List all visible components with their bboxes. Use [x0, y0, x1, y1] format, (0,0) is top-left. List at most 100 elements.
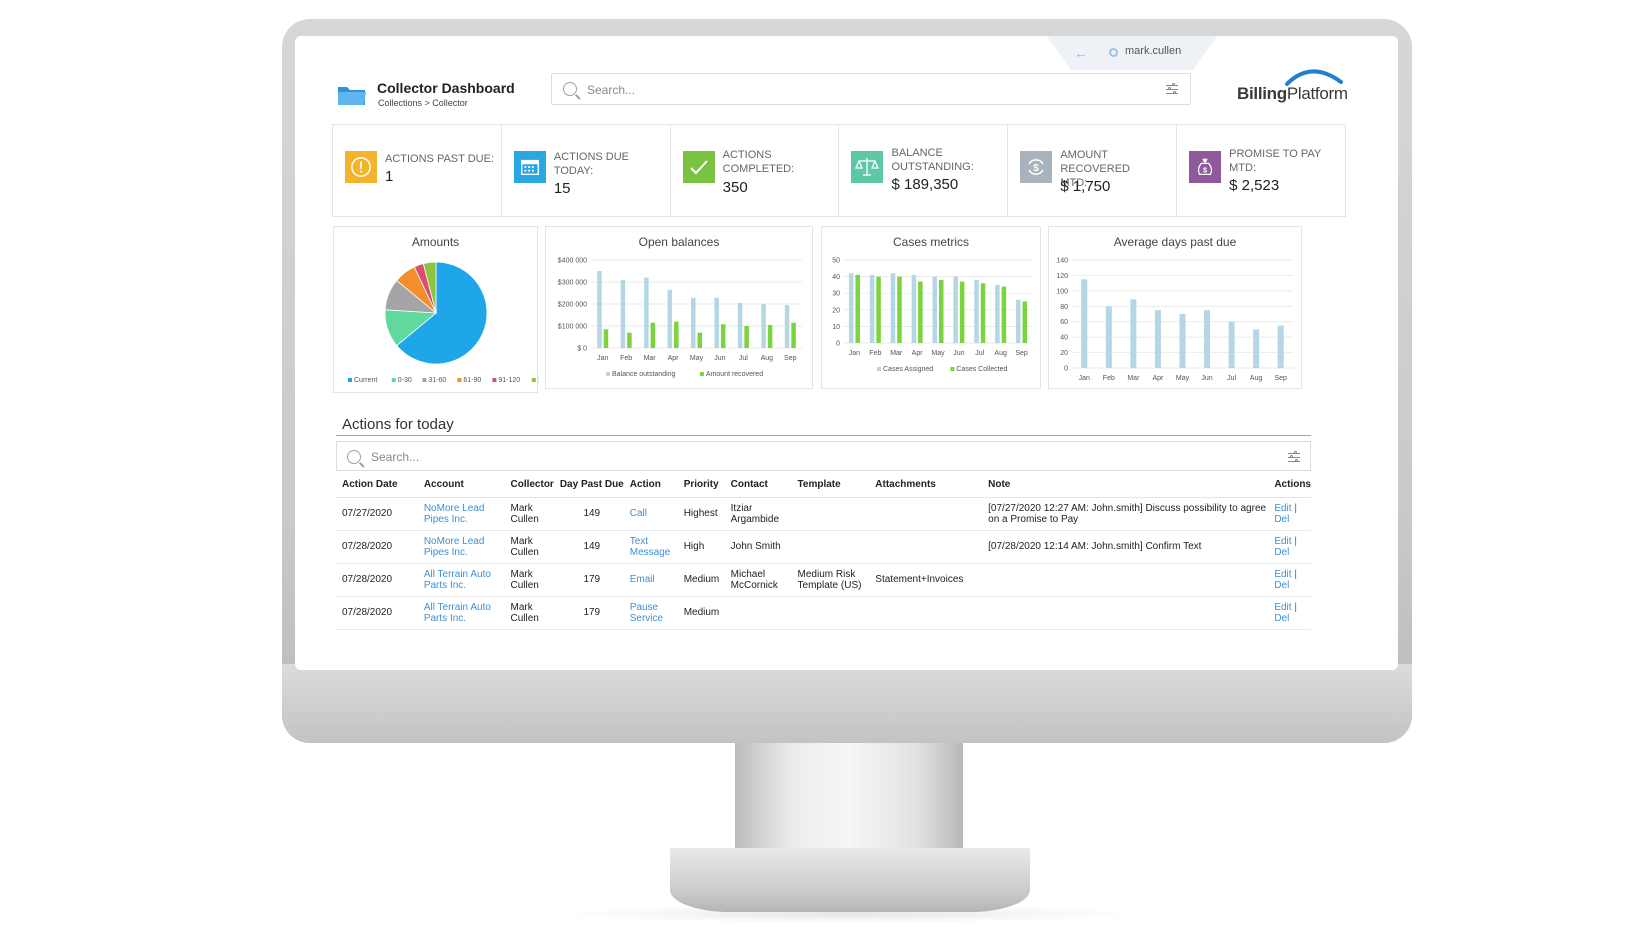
cell-contact: John Smith [724, 530, 792, 564]
action-link[interactable]: Pause Service [623, 596, 678, 630]
bar [855, 274, 860, 343]
legend-swatch [422, 378, 427, 382]
breadcrumb[interactable]: Collections > Collector [378, 98, 468, 108]
column-header[interactable]: Attachments [869, 473, 983, 498]
cell-action-date: 07/28/2020 [336, 530, 418, 564]
pie-slice [422, 261, 437, 314]
y-tick-label: 30 [832, 291, 840, 298]
edit-link[interactable]: Edit [1274, 535, 1292, 547]
monitor-chin [282, 664, 1412, 743]
x-tick-label: Jun [714, 355, 725, 362]
table-header-row: Action Date Account Collector Day Past D… [336, 473, 1311, 498]
table-row[interactable]: 07/27/2020 NoMore Lead Pipes Inc. Mark C… [336, 497, 1311, 531]
kpi-value: 1 [385, 168, 394, 185]
bar [674, 321, 679, 348]
search-icon [347, 450, 361, 464]
kpi-strip: ACTIONS PAST DUE: 1 ACTIONS DUE TODAY: 1… [332, 124, 1346, 217]
kpi-amount-recovered[interactable]: $ AMOUNT RECOVERED MTD: $ 1,750 [1008, 125, 1178, 216]
account-link[interactable]: All Terrain Auto Parts Inc. [417, 563, 505, 597]
kpi-actions-past-due[interactable]: ACTIONS PAST DUE: 1 [333, 125, 502, 216]
cell-template [791, 596, 870, 630]
delete-link[interactable]: Del [1274, 579, 1290, 591]
kpi-actions-completed[interactable]: ACTIONS COMPLETED: 350 [671, 125, 840, 216]
filter-settings-icon[interactable] [1166, 83, 1178, 95]
actions-search-input[interactable]: Search... [336, 441, 1311, 471]
kpi-balance-outstanding[interactable]: BALANCE OUTSTANDING: $ 189,350 [839, 125, 1009, 216]
action-link[interactable]: Email [623, 563, 678, 597]
action-link[interactable]: Call [623, 497, 678, 531]
edit-link[interactable]: Edit [1274, 502, 1292, 514]
x-tick-label: Jan [849, 350, 860, 357]
bar [876, 276, 881, 343]
column-header[interactable]: Collector [504, 473, 554, 498]
kpi-actions-due-today[interactable]: ACTIONS DUE TODAY: 15 [502, 125, 671, 216]
x-tick-label: Aug [1250, 375, 1263, 382]
column-header[interactable]: Note [982, 473, 1269, 498]
legend-label: Cases Collected [956, 366, 1007, 373]
table-row[interactable]: 07/28/2020 All Terrain Auto Parts Inc. M… [336, 596, 1311, 630]
bar [1179, 314, 1186, 368]
column-header[interactable]: Day Past Due [553, 473, 624, 498]
logo-arc-icon [1285, 69, 1343, 86]
column-header[interactable]: Template [791, 473, 870, 498]
bar [603, 329, 609, 348]
cell-contact [724, 596, 792, 630]
cell-note: [07/28/2020 12:14 AM: John.smith] Confir… [982, 530, 1269, 564]
column-header[interactable]: Account [417, 473, 505, 498]
cell-attachments [869, 497, 983, 531]
cell-priority: High [677, 530, 725, 564]
legend-label: 31-60 [428, 377, 446, 384]
cell-priority: Medium [677, 596, 725, 630]
kpi-label: ACTIONS PAST DUE: [385, 153, 495, 165]
cell-action-date: 07/28/2020 [336, 563, 418, 597]
bar [1022, 301, 1028, 343]
column-header[interactable]: Action [623, 473, 678, 498]
cell-template [791, 497, 870, 531]
cases-metrics-svg: 0 10 20 30 40 50 Jan Feb Mar Apr May Jun Jul Aug Sep Ca… [832, 258, 1032, 373]
column-header[interactable]: Action Date [336, 473, 418, 498]
cell-priority: Highest [677, 497, 725, 531]
legend-swatch [348, 378, 352, 382]
bar [848, 273, 854, 343]
edit-link[interactable]: Edit [1274, 601, 1292, 613]
bar [737, 302, 743, 348]
actions-section-title: Actions for today [342, 416, 454, 433]
delete-link[interactable]: Del [1274, 546, 1290, 558]
column-header[interactable]: Actions [1268, 473, 1311, 498]
delete-link[interactable]: Del [1274, 513, 1290, 525]
bar [1204, 310, 1211, 368]
edit-link[interactable]: Edit [1274, 568, 1292, 580]
amounts-chart: Amounts Current 0-30 31-60 61-90 91-120 121+ [333, 226, 539, 393]
svg-text:$: $ [1034, 163, 1040, 174]
action-link[interactable]: Text Message [623, 530, 678, 564]
legend-label: 0-30 [398, 377, 412, 384]
column-header[interactable]: Contact [724, 473, 792, 498]
kpi-label: PROMISE TO PAY MTD: [1229, 148, 1322, 174]
kpi-promise-to-pay[interactable]: $ PROMISE TO PAY MTD: $ 2,523 [1177, 125, 1345, 216]
cases-metrics-chart: Cases metrics 0 10 20 30 40 50 Jan Feb Mar Apr May… [821, 226, 1041, 389]
account-link[interactable]: NoMore Lead Pipes Inc. [417, 497, 505, 531]
column-header[interactable]: Priority [677, 473, 725, 498]
user-name[interactable]: mark.cullen [1125, 45, 1182, 57]
table-row[interactable]: 07/28/2020 All Terrain Auto Parts Inc. M… [336, 563, 1311, 597]
back-arrow-icon[interactable]: ← [1074, 45, 1088, 61]
filter-settings-icon[interactable] [1288, 451, 1300, 463]
x-tick-label: Aug [761, 355, 774, 362]
billingplatform-logo: BillingPlatform [1237, 66, 1367, 106]
monitor-stand-base [670, 848, 1030, 912]
cell-template: Medium Risk Template (US) [791, 563, 870, 597]
search-input[interactable]: Search... [551, 73, 1191, 105]
legend-swatch [606, 372, 610, 376]
table-row[interactable]: 07/28/2020 NoMore Lead Pipes Inc. Mark C… [336, 530, 1311, 564]
account-link[interactable]: NoMore Lead Pipes Inc. [417, 530, 505, 564]
row-actions: Edit | Del [1268, 497, 1311, 531]
delete-link[interactable]: Del [1274, 612, 1290, 624]
cell-days-past-due: 179 [553, 596, 624, 630]
user-status-icon [1109, 48, 1118, 57]
cell-contact: Michael McCornick [724, 563, 792, 597]
x-tick-label: May [931, 350, 945, 357]
kpi-value: 350 [722, 179, 748, 196]
account-link[interactable]: All Terrain Auto Parts Inc. [417, 596, 505, 630]
x-tick-label: Mar [890, 350, 903, 357]
legend-swatch [391, 378, 396, 382]
